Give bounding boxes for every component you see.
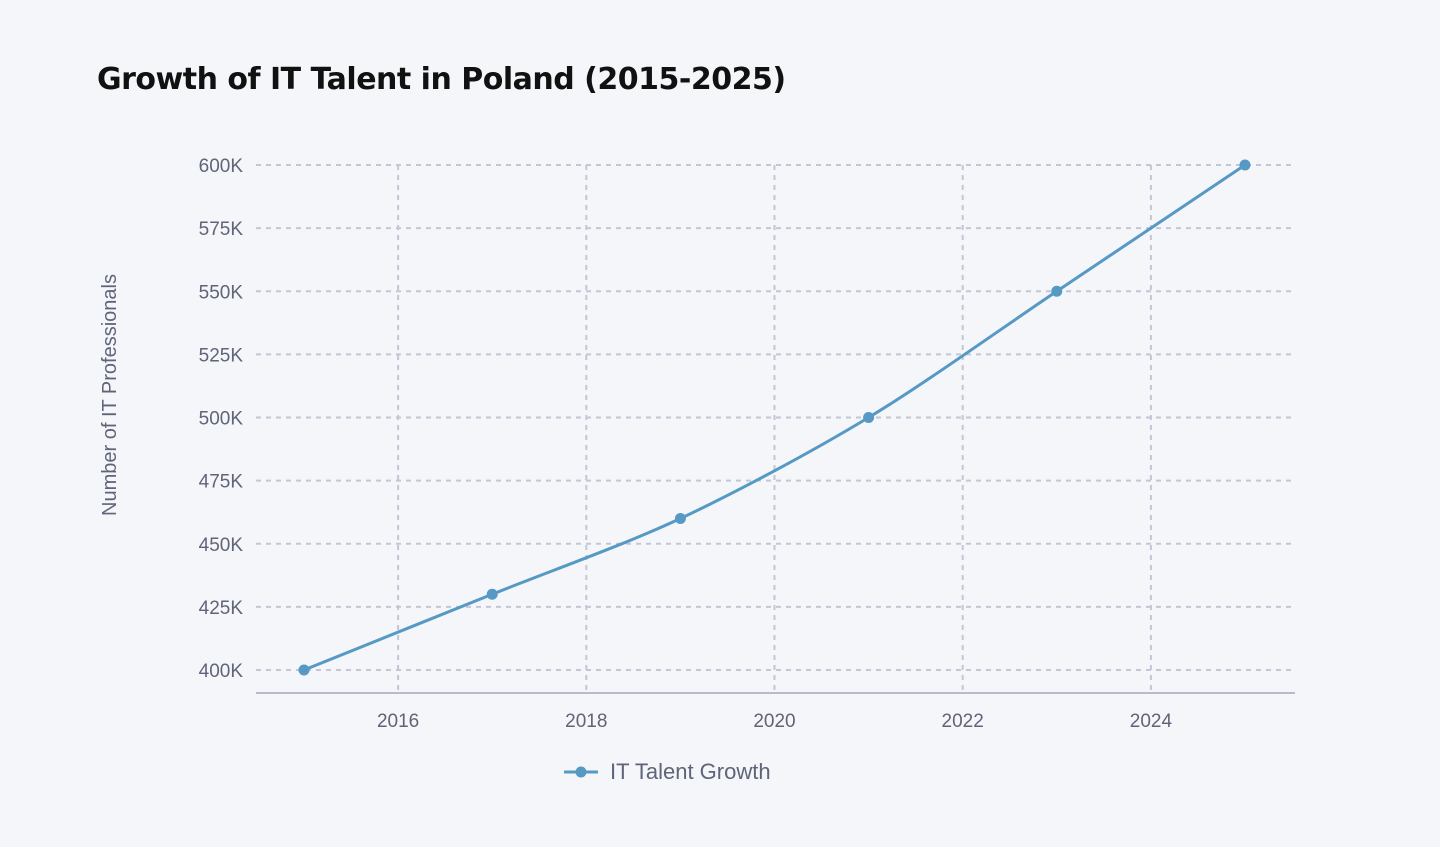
y-axis-label: Number of IT Professionals [99, 274, 121, 516]
y-tick-label: 450K [199, 535, 244, 556]
data-point [1051, 285, 1063, 297]
data-point [486, 588, 498, 600]
data-point [298, 664, 310, 676]
series-line [303, 163, 1246, 672]
x-tick-label: 2016 [377, 711, 419, 732]
x-tick-label: 2018 [565, 711, 607, 732]
x-tick-label: 2024 [1130, 711, 1173, 732]
chart-title: Growth of IT Talent in Poland (2015-2025… [97, 62, 786, 97]
y-tick-label: 500K [199, 409, 244, 430]
y-tick-label: 575K [199, 219, 244, 240]
y-tick-label: 400K [199, 661, 244, 682]
x-tick-label: 2020 [753, 711, 795, 732]
legend-marker [575, 766, 587, 778]
y-tick-label: 550K [199, 282, 244, 303]
y-tick-label: 425K [199, 598, 244, 619]
data-point [1239, 159, 1251, 171]
data-point [863, 412, 875, 423]
x-tick-label: 2022 [942, 711, 984, 732]
legend-label: IT Talent Growth [610, 759, 771, 784]
y-tick-label: 475K [199, 472, 244, 493]
data-point [674, 513, 686, 524]
y-tick-label: 600K [199, 156, 244, 177]
y-tick-label: 525K [199, 345, 244, 366]
